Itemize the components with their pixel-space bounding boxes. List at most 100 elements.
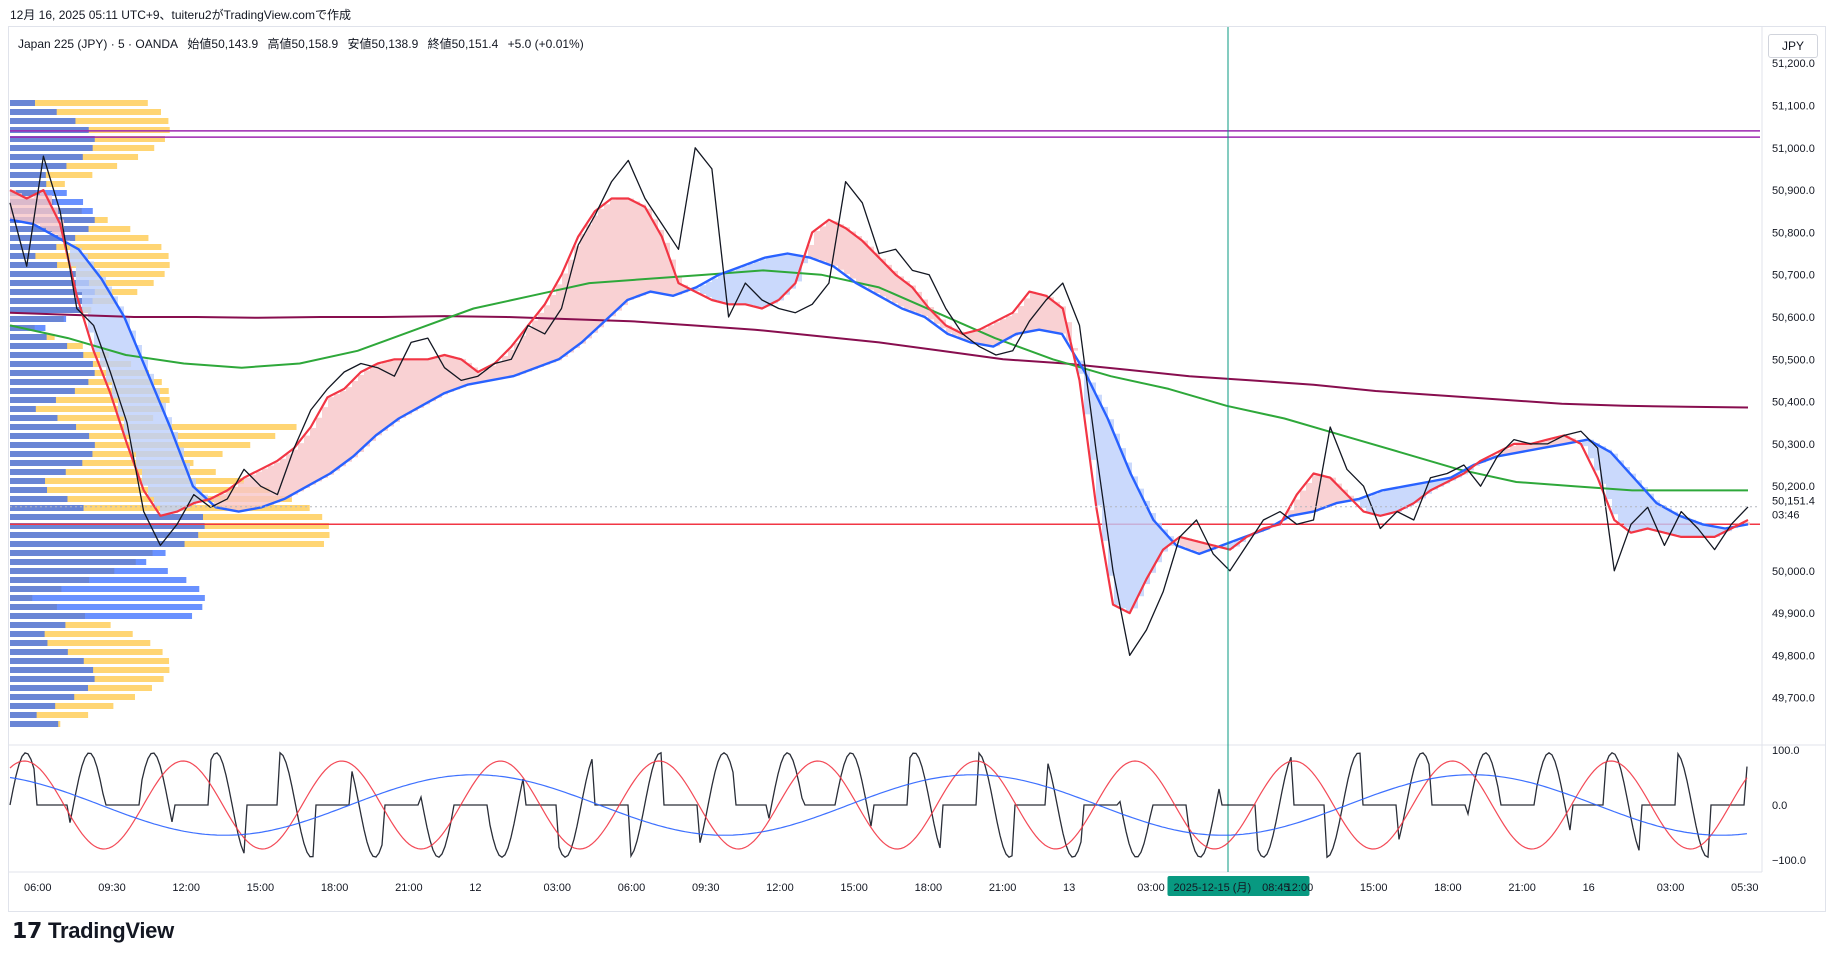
volume-profile-bar-buy	[10, 586, 200, 592]
ma-green-line[interactable]	[9, 269, 1748, 492]
time-tick-label: 12:00	[172, 882, 200, 894]
volume-profile-bar-sell	[10, 469, 216, 475]
ema-cloud-segment	[478, 371, 484, 383]
tradingview-logo[interactable]: 𝟭𝟳 TradingView	[12, 918, 174, 944]
close-line[interactable]	[9, 147, 1749, 657]
ema-cloud-segment	[448, 355, 454, 392]
ema-cloud-segment	[610, 199, 616, 317]
currency-button[interactable]: JPY	[1768, 34, 1818, 58]
volume-profile-bar-sell	[10, 478, 244, 484]
ema-cloud-segment	[1606, 449, 1612, 499]
ema-cloud-segment	[472, 367, 478, 384]
volume-profile-bar-buy	[10, 667, 94, 673]
volume-profile-bar-buy	[10, 118, 76, 124]
volume-profile-bar-buy	[10, 154, 83, 160]
ema-cloud-segment	[802, 256, 808, 264]
ema-cloud-segment	[1564, 435, 1570, 445]
ema-cloud-segment	[640, 204, 646, 296]
price-tick-label: 51,200.0	[1772, 58, 1815, 70]
volume-profile-bar-buy	[10, 388, 75, 394]
ema-cloud-segment	[376, 364, 382, 436]
ema-cloud-segment	[1228, 543, 1234, 550]
volume-profile-bar-buy	[10, 703, 56, 709]
time-tick-label: 21:00	[395, 882, 423, 894]
ema-cloud-segment	[1090, 382, 1096, 460]
ema-cloud-segment	[232, 486, 238, 511]
volume-profile-bar-sell	[10, 127, 170, 133]
ema-cloud-segment	[772, 256, 778, 304]
volume-profile-bar-buy	[10, 262, 58, 268]
volume-profile-bar-buy	[10, 109, 57, 115]
ema-cloud-segment	[214, 497, 220, 506]
ema-cloud-segment	[340, 391, 346, 467]
ema-fast-line[interactable]	[9, 189, 1749, 615]
ema-cloud-segment	[238, 482, 244, 512]
volume-profile-bar-buy	[10, 397, 56, 403]
time-tick-label: 06:00	[618, 882, 646, 894]
ema-cloud-segment	[628, 198, 634, 300]
ema-cloud-segment	[172, 431, 178, 513]
ema-cloud-segment	[1522, 443, 1528, 452]
volume-profile-bar-sell	[10, 118, 169, 124]
ema-cloud-segment	[460, 358, 466, 388]
ema-cloud-segment	[298, 443, 304, 492]
time-tick-label: 03:00	[544, 882, 572, 894]
ema-cloud-segment	[724, 272, 730, 304]
ema-cloud-segment	[190, 478, 196, 506]
ema-cloud-segment	[874, 252, 880, 294]
ema-cloud-segment	[388, 360, 394, 427]
ema-cloud-segment	[658, 229, 664, 294]
volume-profile-bar-buy	[10, 658, 84, 664]
time-tick-label: 15:00	[840, 882, 868, 894]
ema-cloud-segment	[508, 349, 514, 378]
ema-cloud-segment	[946, 325, 952, 333]
ema-cloud-segment	[1510, 445, 1516, 455]
ema-cloud-segment	[568, 259, 574, 353]
ema-cloud-segment	[664, 242, 670, 295]
volume-profile-bar-buy	[10, 712, 37, 718]
time-tick-label: 12:00	[766, 882, 794, 894]
ema-cloud-segment	[334, 394, 340, 471]
ema-cloud-segment	[1582, 440, 1588, 447]
ema-cloud-segment	[1720, 527, 1726, 535]
stoch-d-line[interactable]	[9, 760, 1748, 850]
volume-profile-bar-buy	[10, 307, 83, 313]
ema-cloud-segment	[1120, 448, 1126, 609]
ema-cloud-segment	[130, 330, 136, 453]
ema-cloud-segment	[718, 275, 724, 302]
ema-cloud-segment	[286, 454, 292, 498]
stoch-k-line[interactable]	[9, 751, 1748, 859]
price-tick-label: 51,000.0	[1772, 143, 1815, 155]
symbol-info-bar[interactable]: Japan 225 (JPY) · 5 · OANDA 始値50,143.9 高…	[18, 35, 590, 52]
ema-cloud-segment	[64, 240, 70, 242]
ema-cloud-segment	[838, 224, 844, 270]
ema-cloud-segment	[586, 224, 592, 339]
volume-profile-bar-buy	[10, 100, 35, 106]
ohlc-close: 終値50,151.4	[427, 37, 499, 51]
ema-cloud-segment	[880, 258, 886, 297]
volume-profile-bar-sell	[10, 397, 170, 403]
volume-profile-bar-buy	[10, 379, 89, 385]
volume-profile-bar-buy	[10, 442, 95, 448]
ema-cloud-segment	[34, 194, 40, 225]
symbol-name[interactable]: Japan 225 (JPY) · 5 · OANDA	[18, 37, 179, 51]
time-tick-label: 06:00	[24, 882, 52, 894]
ema-cloud-segment	[562, 273, 568, 357]
volume-profile-bar-buy	[10, 298, 93, 304]
ema-mid-line[interactable]	[9, 218, 1749, 556]
volume-profile-bar-buy	[10, 505, 84, 511]
ema-cloud-segment	[22, 196, 28, 222]
stoch-slow-line[interactable]	[9, 774, 1748, 836]
ema-cloud-segment	[1636, 480, 1642, 532]
ma-maroon-line[interactable]	[9, 311, 1749, 409]
volume-profile-bar-buy	[10, 172, 46, 178]
ema-cloud-segment	[454, 357, 460, 390]
ema-cloud-segment	[598, 208, 604, 328]
ema-cloud-segment	[580, 233, 586, 344]
ema-cloud-segment	[1354, 499, 1360, 502]
volume-profile-bar-buy	[10, 622, 66, 628]
volume-profile-bar-buy	[10, 478, 46, 484]
volume-profile-bar-sell	[10, 406, 165, 412]
ema-cloud-segment	[364, 370, 370, 447]
